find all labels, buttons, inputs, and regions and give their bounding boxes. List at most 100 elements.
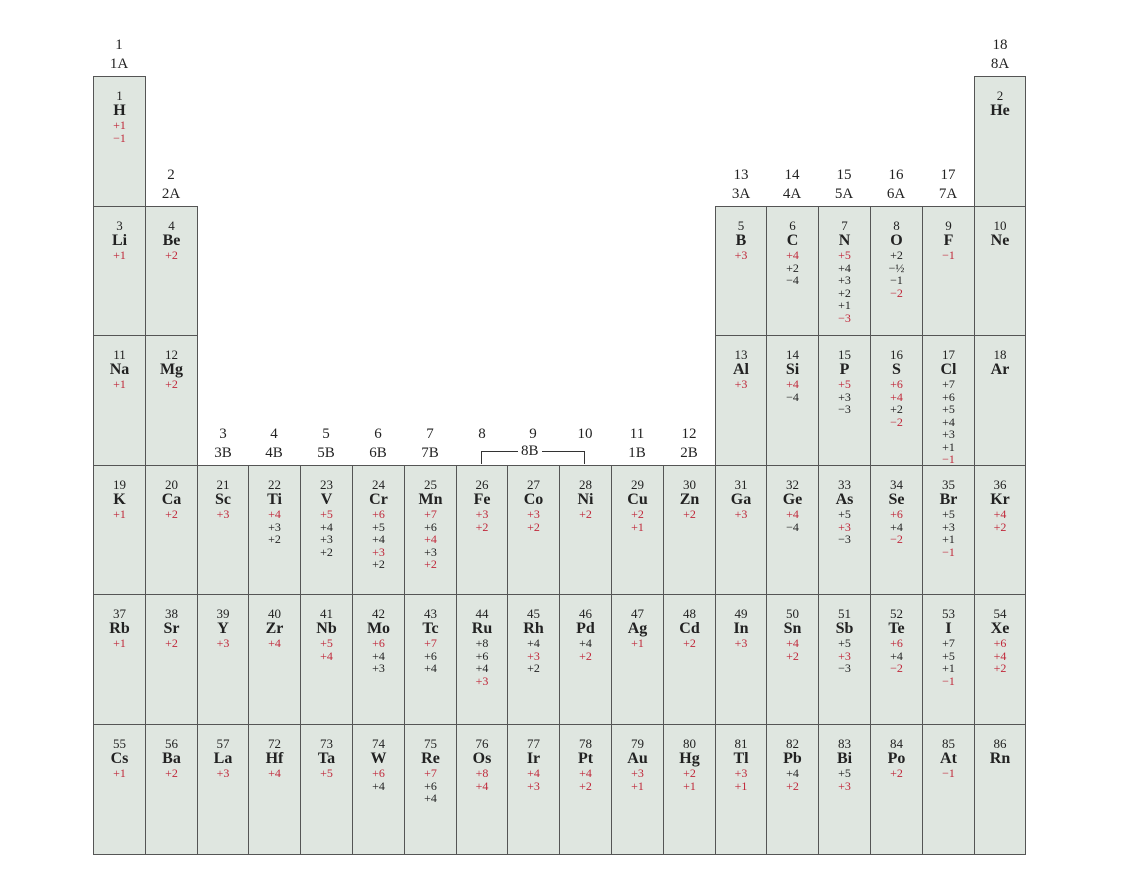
oxidation-state: +4 (372, 648, 385, 663)
oxidation-state: +4 (579, 766, 592, 780)
element-cell-hf: 72 Hf +4 (248, 724, 301, 855)
element-cell-si: 14 Si +4 −4 (766, 335, 819, 466)
element-cell-as: 33 As +5 +3 −3 (818, 465, 871, 596)
atomic-number: 22 (268, 477, 281, 492)
oxidation-state: +3 (942, 427, 955, 441)
oxidation-state: +4 (268, 766, 281, 780)
group-number: 4 (270, 426, 278, 442)
oxidation-state: +2 (579, 507, 592, 521)
oxidation-state: +5 (372, 519, 385, 534)
oxidation-state: +2 (424, 557, 437, 571)
element-cell-al: 13 Al +3 (715, 335, 767, 466)
atomic-number: 37 (113, 606, 126, 621)
oxidation-state: +5 (838, 636, 851, 650)
oxidation-state: +3 (527, 778, 540, 793)
element-symbol: Mg (159, 361, 184, 378)
element-symbol: Mn (418, 491, 443, 508)
oxidation-state: +1 (631, 778, 644, 793)
group-label: 4A (782, 186, 802, 202)
element-symbol: Li (111, 232, 128, 249)
oxidation-state: +5 (942, 402, 955, 416)
atomic-number: 43 (424, 606, 437, 621)
element-symbol: Ni (577, 491, 594, 508)
element-cell-cu: 29 Cu +2 +1 (611, 465, 664, 596)
oxidation-state: +4 (890, 648, 903, 663)
element-cell-ca: 20 Ca +2 (145, 465, 198, 596)
element-cell-cr: 24 Cr +6 +5 +4 +3 +2 (352, 465, 405, 596)
element-symbol: Ag (627, 620, 648, 637)
element-symbol: Br (939, 491, 958, 508)
oxidation-state: +6 (475, 648, 489, 663)
element-cell-rh: 45 Rh +4 +3 +2 (507, 594, 560, 725)
element-cell-mg: 12 Mg +2 (145, 335, 198, 466)
oxidation-state: +4 (942, 414, 955, 429)
element-symbol: Mo (366, 620, 391, 637)
element-cell-nb: 41 Nb +5 +4 (300, 594, 353, 725)
element-cell-mn: 25 Mn +7 +6 +4 +3 +2 (404, 465, 457, 596)
oxidation-state: +1 (113, 766, 126, 780)
oxidation-state: −4 (786, 519, 799, 534)
element-cell-tl: 81 Tl +3 +1 (715, 724, 767, 855)
element-cell-li: 3 Li +1 (93, 206, 146, 337)
atomic-number: 84 (890, 736, 903, 751)
atomic-number: 53 (942, 606, 955, 621)
atomic-number: 57 (216, 736, 230, 751)
element-symbol: Ti (267, 491, 282, 508)
element-cell-br: 35 Br +5 +3 +1 −1 (922, 465, 975, 596)
element-symbol: Ir (526, 750, 541, 767)
atomic-number: 17 (942, 347, 955, 362)
element-cell-be: 4 Be +2 (145, 206, 198, 337)
group-number: 18 (992, 37, 1008, 53)
element-cell-zr: 40 Zr +4 (248, 594, 301, 725)
element-symbol: Ta (317, 750, 336, 767)
oxidation-state: +2 (786, 260, 799, 275)
atomic-number: 83 (838, 736, 851, 751)
group-label: 7B (421, 445, 439, 461)
oxidation-state: +4 (424, 532, 437, 546)
atomic-number: 40 (268, 606, 281, 621)
oxidation-state: +2 (838, 285, 851, 300)
oxidation-state: −1 (113, 130, 126, 145)
oxidation-state: +5 (942, 648, 955, 663)
element-cell-co: 27 Co +3 +2 (507, 465, 560, 596)
oxidation-state: +4 (993, 507, 1007, 521)
group-header-18: 18 8A (974, 36, 1026, 74)
oxidation-state: +6 (890, 636, 903, 650)
element-symbol: Pt (577, 750, 594, 767)
oxidation-state: +1 (631, 519, 644, 534)
atomic-number: 79 (631, 736, 644, 751)
oxidation-state: −½ (888, 260, 905, 275)
element-cell-sb: 51 Sb +5 +3 −3 (818, 594, 871, 725)
oxidation-state: +4 (372, 532, 385, 546)
oxidation-state: +3 (527, 507, 540, 521)
atomic-number: 8 (893, 218, 900, 233)
oxidation-state: −1 (890, 273, 903, 287)
element-symbol: Cd (679, 620, 700, 637)
atomic-number: 6 (789, 218, 796, 233)
oxidation-state: +6 (993, 636, 1007, 650)
group-label: 5B (317, 445, 335, 461)
atomic-number: 24 (372, 477, 385, 492)
group-header-7: 7 7B (404, 425, 456, 463)
atomic-number: 12 (165, 347, 178, 362)
oxidation-state: +3 (424, 544, 437, 559)
oxidation-state: +5 (942, 507, 955, 521)
element-symbol: Cl (940, 361, 957, 378)
element-symbol: Sc (215, 491, 231, 508)
atomic-number: 74 (372, 736, 385, 751)
oxidation-state: +2 (165, 636, 178, 650)
oxidation-state: +1 (734, 778, 748, 793)
oxidation-state: +4 (527, 766, 540, 780)
element-cell-xe: 54 Xe +6 +4 +2 (974, 594, 1026, 725)
element-cell-au: 79 Au +3 +1 (611, 724, 664, 855)
element-symbol: Tc (422, 620, 439, 637)
oxidation-state: +2 (683, 636, 696, 650)
element-cell-ti: 22 Ti +4 +3 +2 (248, 465, 301, 596)
oxidation-state: +6 (890, 377, 903, 391)
atomic-number: 28 (579, 477, 592, 492)
element-cell-p: 15 P +5 +3 −3 (818, 335, 871, 466)
element-cell-po: 84 Po +2 (870, 724, 923, 855)
group-label: 1B (628, 445, 646, 461)
element-cell-se: 34 Se +6 +4 −2 (870, 465, 923, 596)
element-symbol: Sn (783, 620, 802, 637)
